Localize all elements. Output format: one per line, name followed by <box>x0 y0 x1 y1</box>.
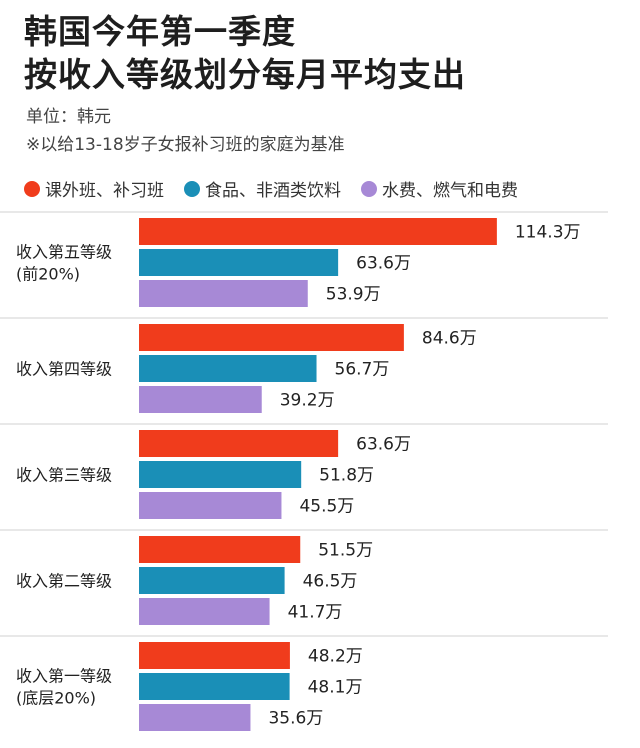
chart-legend: 课外班、补习班 食品、非酒类饮料 水费、燃气和电费 <box>24 176 518 201</box>
bar-utilities-4 <box>139 598 270 625</box>
value-label: 53.9万 <box>326 285 381 305</box>
value-label: 56.7万 <box>335 360 390 380</box>
category-label: 收入第五等级 <box>16 243 112 262</box>
category-label: (前20%) <box>16 265 80 284</box>
bar-group-4: 收入第二等级 51.5万 46.5万 41.7万 <box>0 529 608 625</box>
legend-swatch-utilities <box>361 180 377 197</box>
value-label: 114.3万 <box>515 223 581 243</box>
value-label: 63.6万 <box>356 254 411 274</box>
value-label: 45.5万 <box>299 497 354 517</box>
bar-utilities-3 <box>139 492 282 519</box>
bar-tutoring-5 <box>139 642 290 669</box>
category-label: 收入第二等级 <box>16 572 112 591</box>
category-label: (底层20%) <box>16 689 96 708</box>
bar-food-3 <box>139 461 302 488</box>
bar-tutoring-4 <box>139 536 301 563</box>
bar-food-1 <box>139 249 339 276</box>
value-label: 48.2万 <box>308 647 363 667</box>
category-label: 收入第一等级 <box>16 667 112 686</box>
bar-food-4 <box>139 567 285 594</box>
value-label: 48.1万 <box>308 678 363 698</box>
chart-area: 收入第五等级 (前20%) 114.3万 63.6万 53.9万收入第四等级 84.6万 5… <box>0 210 640 748</box>
chart-title: 韩国今年第一季度 按收入等级划分每月平均支出 <box>24 10 466 96</box>
legend-swatch-tutoring <box>24 180 40 197</box>
value-label: 84.6万 <box>422 329 477 349</box>
unit-note: 单位：韩元 <box>26 107 111 127</box>
value-label: 46.5万 <box>303 572 358 592</box>
bar-group-1: 收入第五等级 (前20%) 114.3万 63.6万 53.9万 <box>0 211 608 307</box>
value-label: 63.6万 <box>356 435 411 455</box>
value-label: 35.6万 <box>268 709 323 729</box>
bar-utilities-5 <box>139 704 251 731</box>
legend-item-tutoring: 课外班、补习班 <box>24 176 164 201</box>
bar-tutoring-2 <box>139 324 404 351</box>
legend-label-food: 食品、非酒类饮料 <box>205 181 341 201</box>
legend-label-utilities: 水费、燃气和电费 <box>382 181 518 201</box>
legend-swatch-food <box>184 180 200 197</box>
value-label: 51.5万 <box>318 541 373 561</box>
bar-utilities-2 <box>139 386 262 413</box>
basis-note: ※以给13-18岁子女报补习班的家庭为基准 <box>26 135 345 155</box>
bar-utilities-1 <box>139 280 308 307</box>
value-label: 51.8万 <box>319 466 374 486</box>
title-line-1: 韩国今年第一季度 <box>24 12 296 51</box>
bar-group-5: 收入第一等级 (底层20%) 48.2万 48.1万 35.6万 <box>0 635 608 731</box>
category-label: 收入第四等级 <box>16 360 112 379</box>
category-label: 收入第三等级 <box>16 466 112 485</box>
value-label: 41.7万 <box>288 603 343 623</box>
legend-item-food: 食品、非酒类饮料 <box>184 176 341 201</box>
bar-food-5 <box>139 673 290 700</box>
bar-group-3: 收入第三等级 63.6万 51.8万 45.5万 <box>0 423 608 519</box>
legend-item-utilities: 水费、燃气和电费 <box>361 176 518 201</box>
bar-food-2 <box>139 355 317 382</box>
bar-tutoring-1 <box>139 218 497 245</box>
legend-label-tutoring: 课外班、补习班 <box>45 181 164 201</box>
value-label: 39.2万 <box>280 391 335 411</box>
bar-tutoring-3 <box>139 430 339 457</box>
title-line-2: 按收入等级划分每月平均支出 <box>24 55 466 94</box>
